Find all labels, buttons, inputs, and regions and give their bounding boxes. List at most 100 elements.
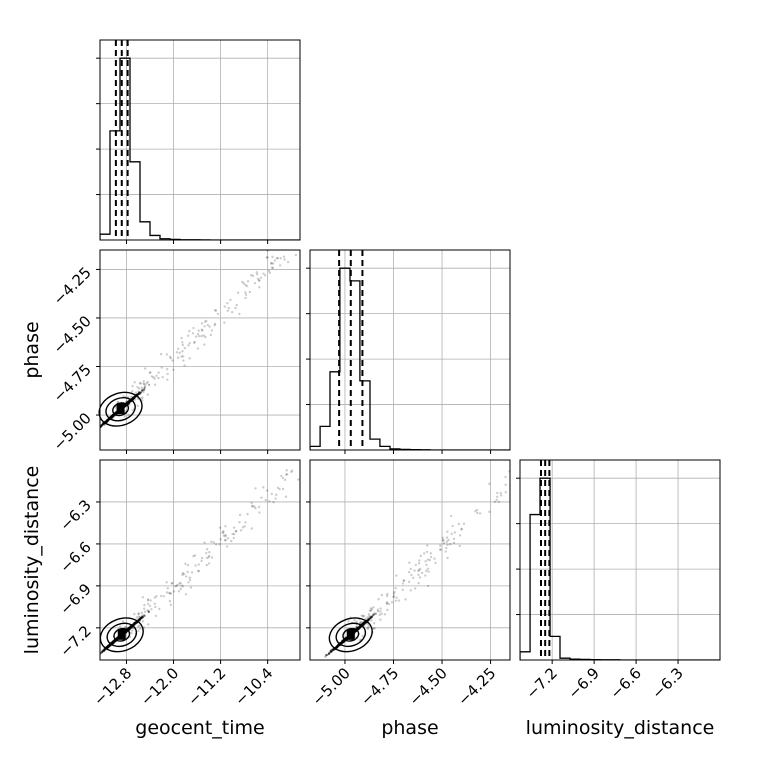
sample-point [342, 639, 345, 643]
sample-point [128, 400, 131, 404]
sample-point [370, 615, 374, 618]
sample-point [341, 641, 344, 644]
grid-lines [520, 460, 720, 660]
sample-point [133, 396, 136, 400]
sample-point [357, 626, 361, 630]
sample-point [112, 640, 115, 643]
sample-point [105, 419, 108, 423]
density-peak [116, 403, 125, 415]
sample-point [138, 392, 141, 395]
sample-point [111, 641, 115, 644]
sample-point [128, 400, 132, 403]
sample-point [128, 626, 131, 629]
tail-point [165, 591, 169, 594]
tail-point [262, 486, 265, 489]
tail-point [193, 554, 197, 557]
sample-point [356, 626, 360, 629]
tail-point [282, 255, 286, 258]
tail-point [297, 478, 300, 481]
sample-point [357, 627, 360, 630]
sample-point [130, 626, 133, 629]
sample-point [126, 402, 130, 405]
tail-point [386, 608, 389, 612]
tail-point [251, 504, 254, 508]
sample-point [112, 414, 115, 418]
sample-point [109, 416, 112, 419]
tail-point [148, 371, 152, 374]
sample-point [106, 419, 110, 422]
sample-point [370, 615, 373, 619]
tail-point [458, 544, 461, 548]
tail-point [271, 262, 275, 265]
sample-point [135, 621, 138, 624]
sample-point [110, 416, 114, 419]
sample-point [131, 397, 134, 400]
sample-point [112, 414, 115, 417]
tail-point [153, 383, 157, 386]
sample-point [103, 423, 106, 426]
sample-point [103, 648, 106, 652]
sample-point [342, 639, 345, 642]
sample-point [356, 627, 360, 630]
sample-point [332, 648, 335, 651]
tail-point [138, 615, 142, 619]
sample-point [134, 621, 138, 624]
sample-point [110, 415, 113, 418]
sample-point [361, 623, 364, 626]
tail-point [379, 618, 382, 621]
tail-point [234, 306, 237, 310]
sample-point [111, 414, 115, 418]
sample-point [335, 645, 338, 648]
sample-point [138, 391, 141, 394]
tail-point [425, 563, 428, 567]
sample-point [341, 640, 344, 643]
sample-point [105, 420, 108, 423]
sample-point [356, 627, 359, 631]
sample-point [108, 644, 111, 647]
sample-point [111, 641, 115, 644]
sample-point [127, 400, 130, 403]
sample-point [127, 401, 130, 404]
sample-point [372, 613, 375, 616]
sample-point [129, 625, 132, 628]
sample-point [113, 640, 116, 643]
tail-point [181, 341, 184, 344]
sample-point [125, 629, 128, 632]
x-tick-label: −5.00 [309, 664, 354, 709]
tail-point [245, 284, 249, 288]
sample-point [106, 645, 109, 648]
tail-point [161, 376, 164, 379]
tail-point [363, 623, 366, 626]
tail-point [244, 283, 247, 287]
sample-point [103, 649, 106, 652]
sample-point [337, 644, 340, 647]
sample-point [369, 617, 372, 620]
sample-point [341, 640, 344, 644]
sample-point [110, 641, 114, 644]
sample-point [110, 415, 113, 418]
tail-point [364, 617, 367, 620]
tail-point [187, 344, 190, 347]
sample-point [115, 637, 119, 640]
tail-point [493, 500, 497, 503]
sample-point [141, 389, 144, 392]
tail-point [114, 406, 118, 409]
sample-point [358, 626, 361, 629]
sample-point [341, 641, 344, 644]
sample-point [104, 420, 108, 423]
sample-point [127, 627, 131, 630]
tail-point [178, 582, 181, 585]
sample-point [128, 626, 131, 629]
sample-point [127, 400, 130, 403]
sample-point [357, 626, 360, 630]
sample-point [361, 623, 365, 626]
sample-point [369, 615, 372, 618]
sample-point [127, 627, 131, 630]
tail-point [182, 359, 185, 362]
sample-point [116, 637, 119, 640]
sample-point [127, 400, 131, 403]
sample-point [135, 621, 138, 624]
sample-point [132, 396, 135, 400]
tail-point [285, 472, 289, 476]
tail-point [426, 558, 430, 561]
